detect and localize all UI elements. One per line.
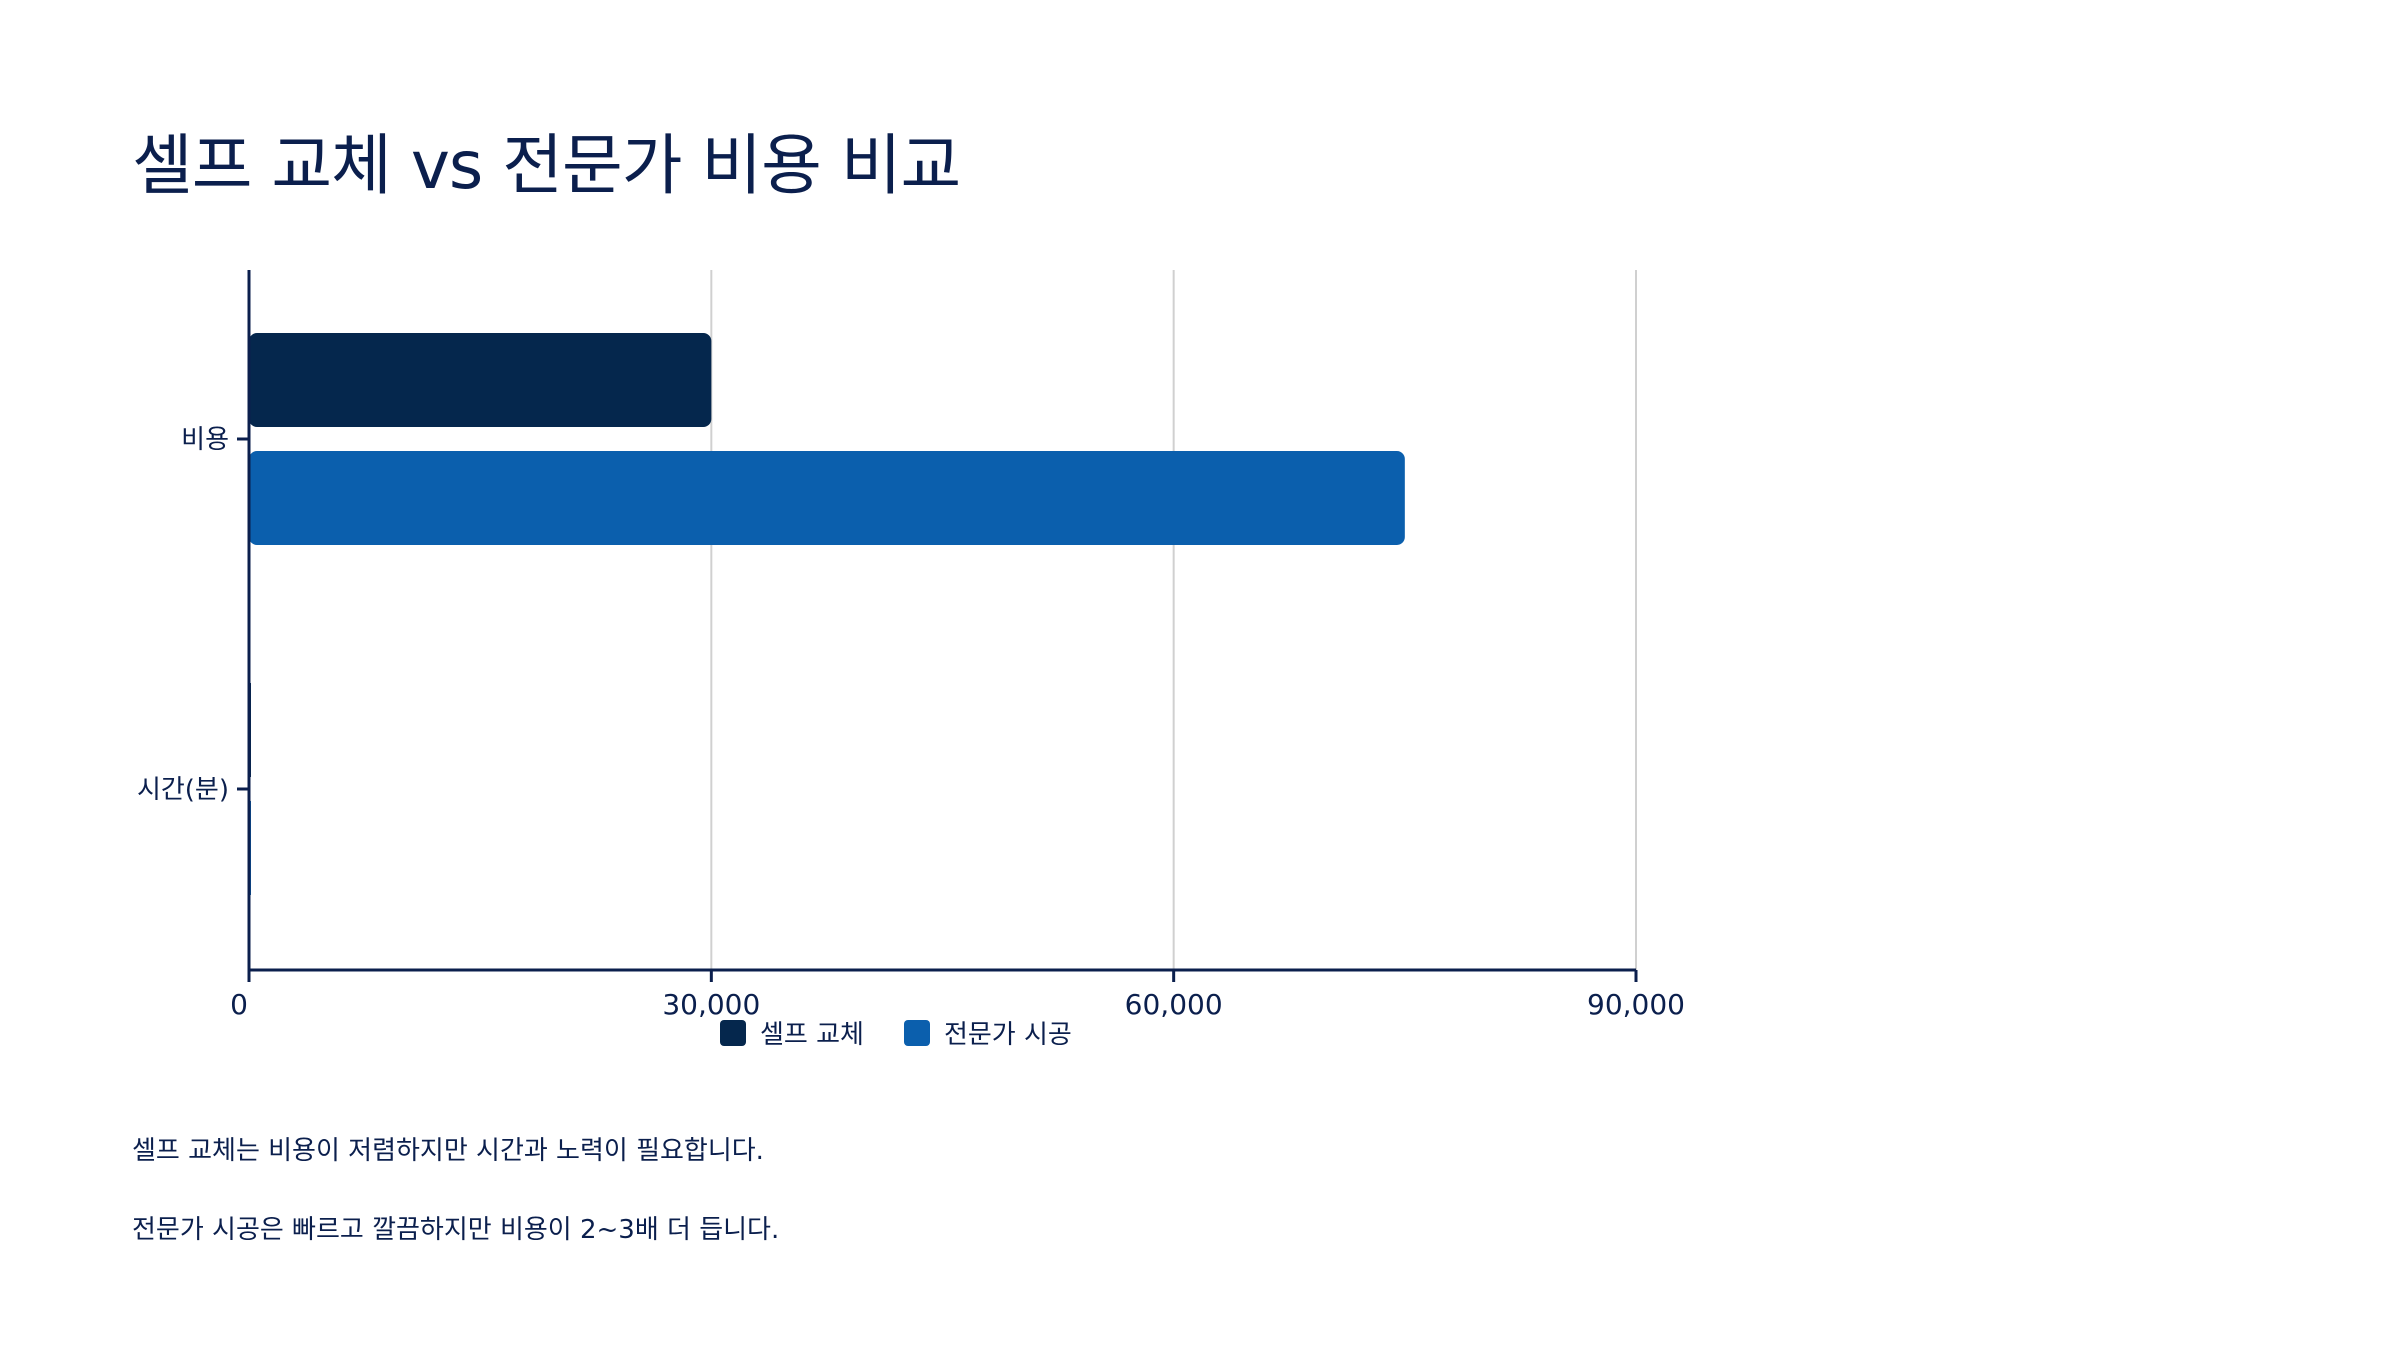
x-tick-label-3: 90,000 (1587, 988, 1685, 1021)
note-self: 셀프 교체는 비용이 저렴하지만 시간과 노력이 필요합니다. (132, 1136, 764, 1166)
notes: 셀프 교체는 비용이 저렴하지만 시간과 노력이 필요합니다. 전문가 시공은 … (132, 1130, 779, 1288)
x-tick-label-0: 0 (230, 988, 248, 1021)
x-tick-label-2: 60,000 (1125, 988, 1223, 1021)
x-tick-label-1: 30,000 (662, 988, 760, 1021)
legend-swatch-1 (903, 1019, 930, 1046)
page-title: 셀프 교체 vs 전문가 비용 비교 (132, 127, 961, 204)
legend-item-1: 전문가 시공 (903, 1014, 1072, 1051)
legend-swatch-0 (720, 1019, 746, 1046)
legend-label-0: 셀프 교체 (760, 1020, 864, 1050)
y-tick-label-1: 시간(분) (137, 775, 229, 805)
y-tick-label-0: 비용 (181, 425, 229, 455)
note-pro: 전문가 시공은 빠르고 깔끔하지만 비용이 2~3배 더 듭니다. (132, 1215, 780, 1245)
bar-0-1 (249, 451, 1405, 545)
legend-item-0: 셀프 교체 (720, 1014, 864, 1051)
chart-legend: 셀프 교체 전문가 시공 (720, 1014, 1072, 1051)
bar-0-0 (249, 333, 712, 427)
legend-label-1: 전문가 시공 (943, 1020, 1072, 1050)
